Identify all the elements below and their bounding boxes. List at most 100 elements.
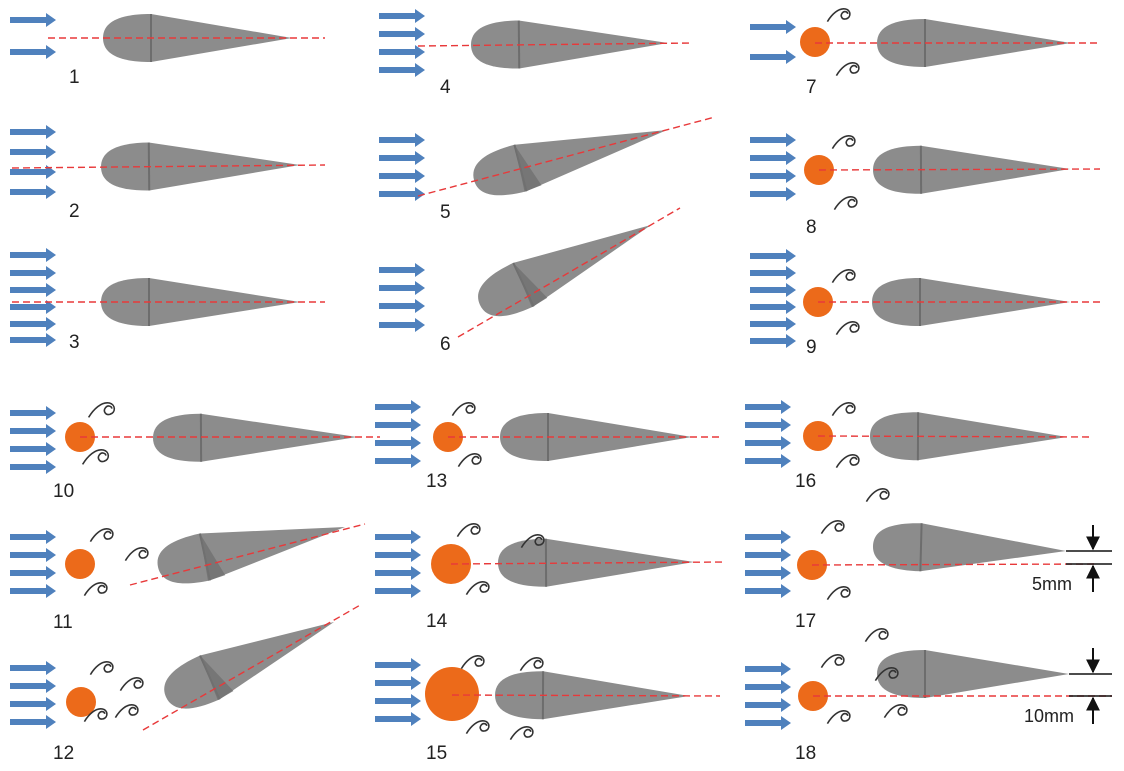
flow-arrow-icon [10,45,56,59]
curl-vortex-icon [826,586,851,601]
curl-vortex-icon [457,453,482,468]
case-label-7: 7 [806,77,817,98]
flow-arrow-icon [10,697,56,711]
case-13 [375,400,720,468]
curl-vortex-icon [89,528,114,543]
flow-arrow-icon [379,318,425,332]
centerline-dashed [817,435,1093,438]
flow-arrow-icon [750,283,796,297]
flow-arrow-icon [750,187,796,201]
flow-arrow-icon [375,548,421,562]
airfoil-shape [872,145,1071,194]
flow-arrow-icon [10,248,56,262]
curl-vortex-icon [509,726,534,741]
case-label-6: 6 [440,334,451,355]
flow-arrow-icon [10,266,56,280]
curl-vortex-icon [83,582,108,597]
case-7 [750,8,1100,77]
curl-vortex-icon [87,402,116,418]
flow-arrow-icon [379,169,425,183]
case-1 [10,13,325,62]
cylinder-small [800,27,830,57]
flow-arrow-icon [375,712,421,726]
curl-vortex-icon [874,667,899,682]
flow-arrow-icon [10,679,56,693]
centerline-dashed [811,563,1096,566]
airfoil-shape [164,621,335,709]
flow-arrow-icon [745,566,791,580]
flow-arrow-icon [10,406,56,420]
case-3 [10,248,325,347]
flow-arrow-icon [750,266,796,280]
case-label-4: 4 [440,77,451,98]
case-label-5: 5 [440,202,451,223]
offset-label-17: 5mm [1032,574,1072,594]
case-10 [10,402,380,474]
case-label-9: 9 [806,337,817,358]
flow-arrow-icon [375,694,421,708]
flow-arrow-icon [10,566,56,580]
flow-arrow-icon [745,454,791,468]
flow-arrow-icon [10,715,56,729]
flow-arrow-icon [10,283,56,297]
flow-arrow-icon [375,566,421,580]
flow-arrow-icon [750,133,796,147]
airfoil-shape [869,412,1068,461]
case-label-12: 12 [53,743,74,764]
flow-arrow-icon [750,151,796,165]
curl-vortex-icon [451,402,476,417]
airfoil-shadow-face [199,533,226,581]
centerline-dashed [417,116,716,197]
case-label-10: 10 [53,481,74,502]
airfoil-shape [157,527,345,584]
flow-arrow-icon [745,716,791,730]
flow-arrow-icon [10,460,56,474]
case-label-14: 14 [426,611,448,632]
flow-arrow-icon [750,169,796,183]
airfoil-shape [872,278,1070,326]
airfoil-body [877,650,1069,698]
case-12 [10,603,363,731]
case-16 [745,400,1093,469]
curl-vortex-icon [833,196,858,211]
flow-arrow-icon [10,530,56,544]
airfoil-shape [478,225,651,317]
case-9 [750,249,1100,348]
centerline-dashed [11,164,326,169]
flow-arrow-icon [375,584,421,598]
flow-arrow-icon [379,151,425,165]
case-15 [375,655,721,741]
airfoil-body [478,225,651,317]
case-label-17: 17 [795,611,816,632]
airfoil-shape [152,413,357,462]
flow-arrow-icon [379,63,425,77]
flow-arrow-icon [745,584,791,598]
case-2 [10,125,326,199]
flow-arrow-icon [375,418,421,432]
flow-arrow-icon [379,299,425,313]
flow-arrow-icon [750,300,796,314]
case-17 [745,488,1112,601]
curl-vortex-icon [826,710,851,725]
centerline-dashed [451,694,721,697]
case-label-11: 11 [53,612,73,633]
curl-vortex-icon [83,708,108,723]
flow-arrow-icon [10,125,56,139]
case-14 [375,523,725,598]
case-8 [750,133,1101,211]
airfoil-shape [872,523,1067,572]
flow-arrow-icon [745,548,791,562]
curl-vortex-icon [124,547,149,562]
case-label-15: 15 [426,743,447,764]
flow-arrow-icon [10,317,56,331]
flow-arrow-icon [379,281,425,295]
curl-vortex-icon [835,454,860,469]
flow-arrow-icon [10,424,56,438]
flow-arrow-icon [10,145,56,159]
flow-arrow-icon [750,249,796,263]
curl-vortex-icon [831,135,856,150]
cylinder-small [65,549,95,579]
curl-vortex-icon [81,449,110,465]
centerline-dashed [818,168,1101,171]
